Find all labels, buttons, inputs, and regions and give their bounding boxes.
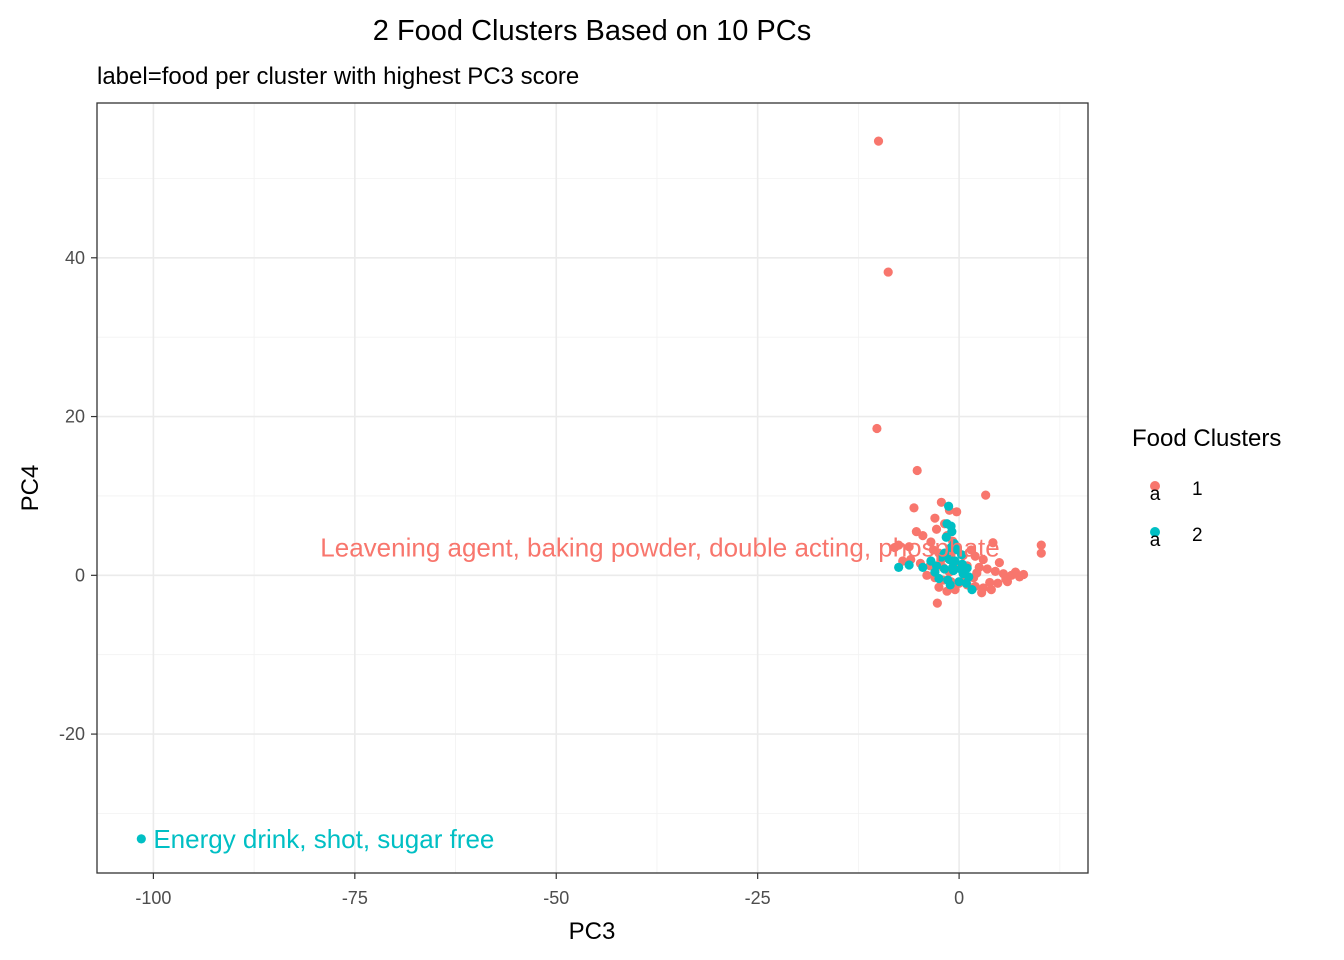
data-point-cluster-1 bbox=[934, 582, 944, 592]
data-point-cluster-1 bbox=[990, 566, 1000, 576]
data-point-cluster-1 bbox=[909, 503, 919, 513]
data-point-cluster-2 bbox=[939, 564, 950, 574]
plot-panel-border bbox=[96, 102, 1089, 874]
x-axis: -100 -75 -50 -25 0 bbox=[135, 873, 964, 908]
grid-minor bbox=[97, 103, 1088, 873]
data-point-cluster-1 bbox=[872, 423, 882, 434]
data-point-cluster-2 bbox=[954, 577, 964, 587]
data-point-cluster-1 bbox=[986, 585, 996, 595]
legend-label-1: 1 bbox=[1192, 479, 1203, 500]
legend-key-glyph: a bbox=[1150, 530, 1161, 551]
annotation-label: Energy drink, shot, sugar free bbox=[153, 824, 494, 854]
data-point-cluster-2 bbox=[944, 501, 954, 511]
legend: Food Clusters a 1 a 2 bbox=[1132, 425, 1281, 551]
data-point-cluster-1 bbox=[931, 524, 942, 534]
data-point-cluster-2 bbox=[947, 527, 957, 537]
x-tick-label: -75 bbox=[342, 888, 368, 908]
data-point-cluster-1 bbox=[1010, 567, 1021, 577]
data-point-cluster-1 bbox=[988, 538, 998, 548]
data-point-cluster-1 bbox=[993, 578, 1003, 588]
x-tick-label: -50 bbox=[543, 888, 569, 908]
chart-subtitle: label=food per cluster with highest PC3 … bbox=[97, 63, 579, 90]
data-point-cluster-2 bbox=[967, 585, 977, 595]
data-point-cluster-1 bbox=[982, 564, 992, 574]
data-point-cluster-1 bbox=[978, 554, 988, 565]
data-point-cluster-1 bbox=[1036, 548, 1046, 558]
data-point-cluster-2 bbox=[941, 532, 951, 542]
data-point-cluster-2 bbox=[956, 550, 967, 560]
data-point-cluster-1 bbox=[952, 507, 962, 517]
x-axis-title: PC3 bbox=[569, 918, 616, 945]
y-axis: -20 0 20 40 bbox=[59, 248, 97, 744]
legend-key-point bbox=[1150, 481, 1160, 491]
legend-key-glyph: a bbox=[1150, 484, 1161, 505]
y-tick-label: 0 bbox=[75, 565, 85, 585]
point-annotations: Leavening agent, baking powder, double a… bbox=[153, 533, 999, 854]
data-point-cluster-1 bbox=[926, 537, 936, 547]
data-point-cluster-2 bbox=[136, 834, 146, 844]
data-point-cluster-1 bbox=[932, 598, 942, 608]
data-point-cluster-2 bbox=[904, 560, 914, 570]
annotation-label: Leavening agent, baking powder, double a… bbox=[320, 533, 999, 563]
data-point-cluster-1 bbox=[994, 558, 1004, 568]
data-point-cluster-2 bbox=[945, 580, 955, 590]
data-point-cluster-1 bbox=[912, 465, 922, 476]
data-point-cluster-2 bbox=[934, 573, 944, 584]
legend-label-2: 2 bbox=[1192, 525, 1203, 546]
data-point-cluster-1 bbox=[1001, 574, 1011, 584]
data-point-cluster-1 bbox=[1036, 540, 1046, 550]
data-point-cluster-1 bbox=[936, 497, 946, 507]
legend-key-point bbox=[1150, 527, 1160, 537]
data-point-cluster-2 bbox=[948, 562, 958, 572]
data-point-cluster-1 bbox=[981, 490, 991, 500]
data-point-cluster-2 bbox=[961, 578, 971, 588]
data-point-cluster-2 bbox=[936, 552, 946, 562]
legend-title: Food Clusters bbox=[1132, 425, 1281, 452]
data-point-cluster-1 bbox=[890, 542, 900, 553]
y-tick-label: 40 bbox=[65, 248, 85, 268]
data-point-cluster-2 bbox=[962, 563, 972, 573]
data-point-cluster-1 bbox=[1018, 569, 1029, 580]
data-point-cluster-1 bbox=[977, 588, 987, 598]
legend-entries: a 1 a 2 bbox=[1150, 479, 1203, 551]
data-point-cluster-1 bbox=[930, 513, 940, 523]
data-point-cluster-1 bbox=[922, 570, 932, 580]
y-tick-label: -20 bbox=[59, 724, 85, 744]
data-points bbox=[136, 136, 1046, 844]
x-tick-label: 0 bbox=[954, 888, 964, 908]
data-point-cluster-1 bbox=[904, 542, 914, 552]
y-axis-title: PC4 bbox=[17, 465, 44, 512]
data-point-cluster-1 bbox=[985, 577, 995, 588]
data-point-cluster-1 bbox=[873, 136, 884, 146]
x-tick-label: -25 bbox=[745, 888, 771, 908]
y-tick-label: 20 bbox=[65, 407, 85, 427]
chart-title: 2 Food Clusters Based on 10 PCs bbox=[373, 15, 811, 47]
data-point-cluster-2 bbox=[894, 562, 904, 572]
data-point-cluster-2 bbox=[918, 562, 928, 572]
data-point-cluster-1 bbox=[966, 545, 976, 555]
data-point-cluster-1 bbox=[883, 267, 893, 277]
data-point-cluster-1 bbox=[918, 531, 928, 541]
grid-major bbox=[97, 103, 1088, 873]
x-tick-label: -100 bbox=[135, 888, 171, 908]
plot-panel bbox=[97, 103, 1088, 873]
